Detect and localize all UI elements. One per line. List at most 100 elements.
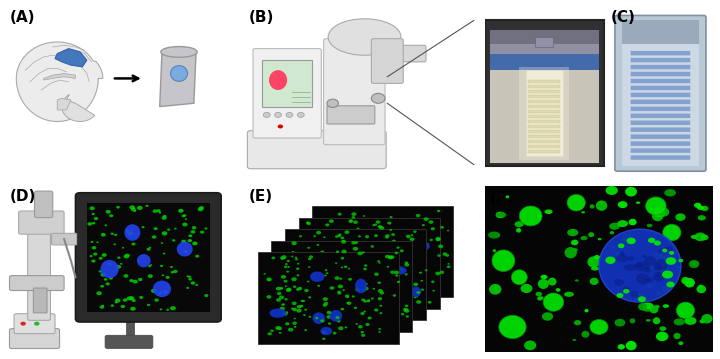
Circle shape [317,244,319,246]
Circle shape [312,302,317,305]
Circle shape [324,275,327,276]
Circle shape [318,251,321,254]
Circle shape [280,288,283,290]
Circle shape [350,257,354,260]
Ellipse shape [662,248,667,252]
Circle shape [289,287,292,290]
Circle shape [287,260,289,262]
Circle shape [353,255,356,257]
Ellipse shape [511,270,527,285]
Circle shape [335,276,340,280]
Bar [528,90,560,93]
Circle shape [108,263,112,266]
Circle shape [173,270,178,273]
Ellipse shape [688,260,699,268]
Ellipse shape [658,248,663,253]
Circle shape [351,307,356,311]
Circle shape [286,112,293,117]
Circle shape [172,239,176,242]
Circle shape [292,277,297,281]
Circle shape [338,285,343,288]
Ellipse shape [684,278,695,288]
Circle shape [371,284,374,287]
Circle shape [158,212,161,214]
Polygon shape [58,98,71,110]
Circle shape [395,316,397,318]
Ellipse shape [664,246,672,252]
Ellipse shape [622,234,631,242]
Ellipse shape [521,284,532,293]
Bar [528,100,560,103]
Ellipse shape [492,250,515,271]
Circle shape [287,271,289,272]
FancyBboxPatch shape [631,121,690,125]
Circle shape [287,266,290,268]
Circle shape [377,281,381,284]
Circle shape [316,241,321,244]
Circle shape [296,309,302,313]
Circle shape [292,322,297,325]
Polygon shape [312,206,454,297]
Circle shape [315,317,318,320]
Circle shape [379,226,384,230]
Circle shape [306,221,310,224]
Ellipse shape [653,264,661,271]
Ellipse shape [646,197,666,215]
Circle shape [365,235,369,238]
Circle shape [387,236,391,239]
Circle shape [341,263,346,267]
Circle shape [94,217,98,220]
Circle shape [395,274,398,277]
Ellipse shape [544,209,553,214]
Bar [528,110,560,113]
Circle shape [337,292,341,295]
Circle shape [385,266,388,267]
Circle shape [436,237,441,241]
Circle shape [422,224,425,226]
Ellipse shape [660,326,666,331]
Circle shape [338,311,343,313]
Circle shape [89,206,95,210]
Circle shape [320,251,325,253]
Circle shape [289,256,293,258]
Polygon shape [535,37,554,47]
Circle shape [285,285,287,287]
Circle shape [371,303,373,305]
Circle shape [297,112,305,117]
Circle shape [350,299,354,301]
Ellipse shape [572,339,576,341]
Polygon shape [160,52,196,107]
Circle shape [416,300,421,304]
Circle shape [315,275,320,279]
Circle shape [266,295,271,299]
Circle shape [420,280,423,282]
Circle shape [152,236,156,239]
Ellipse shape [662,286,670,293]
Polygon shape [299,218,440,309]
Circle shape [320,289,323,291]
Circle shape [101,233,106,237]
Circle shape [329,248,333,250]
Circle shape [147,304,150,306]
Ellipse shape [644,256,656,266]
Ellipse shape [575,279,579,281]
Circle shape [151,289,157,293]
Circle shape [447,263,450,265]
Circle shape [330,286,334,290]
Circle shape [167,228,170,231]
Circle shape [149,247,151,248]
Circle shape [399,268,402,271]
Circle shape [418,270,422,273]
Circle shape [327,311,331,314]
Circle shape [129,296,134,300]
Ellipse shape [615,251,622,257]
FancyBboxPatch shape [631,141,690,146]
Circle shape [346,258,348,260]
Circle shape [349,219,353,222]
Circle shape [321,330,327,334]
Circle shape [191,281,195,285]
Bar [87,203,210,312]
Polygon shape [271,241,413,332]
Circle shape [268,332,272,335]
Circle shape [189,276,192,278]
